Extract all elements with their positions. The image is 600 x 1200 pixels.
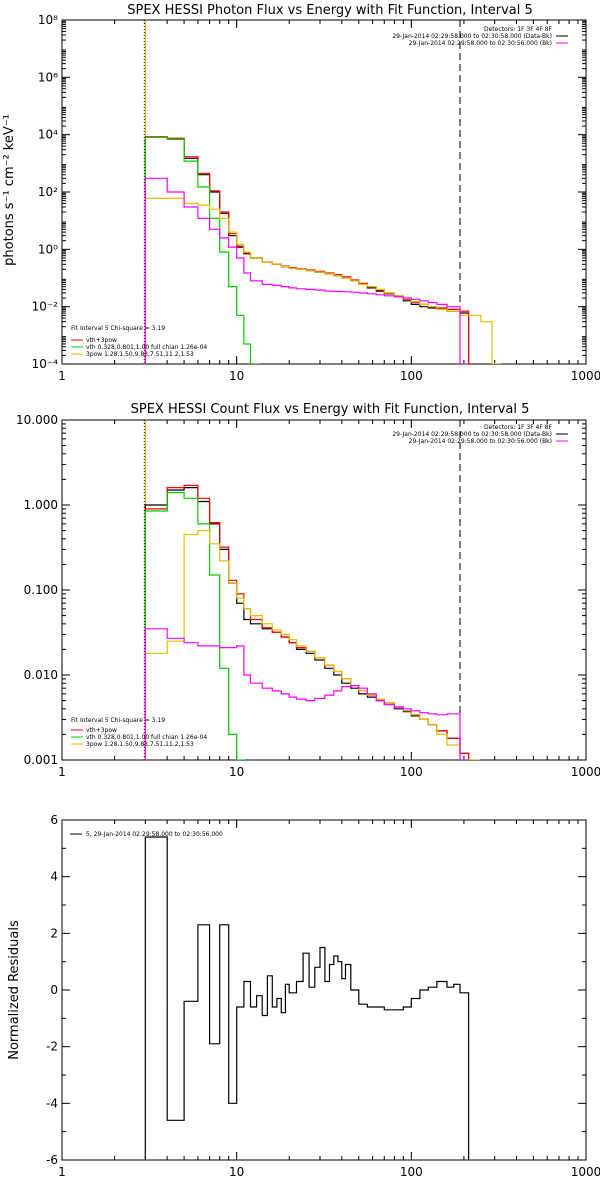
panel3-xtick-label: 1: [58, 1165, 66, 1179]
panel2-legend-bottom-0: Fit Interval 5 Chi-square = 3.19: [71, 717, 165, 724]
panel1-xtick-label: 10: [229, 369, 244, 383]
panel1-xtick-label: 1000: [571, 369, 600, 383]
panel1-legend-bottom-0: Fit Interval 5 Chi-square = 3.19: [71, 325, 165, 332]
panel1-ytick-label: 10⁶: [38, 70, 58, 84]
panel1-xtick-label: 1: [58, 369, 66, 383]
panel1-legend-top-2: 29-Jan-2014 02:29:58.000 to 02:30:56.000…: [409, 40, 552, 47]
panel3-frame: [61, 819, 587, 1161]
panel2-ytick-label: 0.010: [24, 668, 58, 682]
panel2-series-0: [144, 487, 470, 760]
panel3-xtick-label: 10: [229, 1165, 244, 1179]
panel1-ytick-label: 10⁴: [38, 128, 58, 142]
panel2-xtick-label: 1: [58, 765, 66, 779]
panel2-title: SPEX HESSI Count Flux vs Energy with Fit…: [131, 402, 530, 417]
panel2-ytick-label: 0.100: [24, 583, 58, 597]
panel1-legend-bottom-2: vth 0.328,0.801,1.00 full chian 1.26e-04: [86, 344, 207, 351]
panel1-series-4: [144, 177, 469, 364]
panel1-ytick-label: 10⁸: [38, 13, 58, 27]
panel3-xtick-label: 1000: [571, 1165, 600, 1179]
panel2-xtick-label: 10: [229, 765, 244, 779]
panel2-legend-top-1: 29-Jan-2014 02:29:58.000 to 02:30:58.000…: [392, 431, 552, 438]
panel2-legend-top-2: 29-Jan-2014 02:29:58.000 to 02:30:56.000…: [409, 438, 552, 445]
panel1-legend-top-1: 29-Jan-2014 02:29:58.000 to 02:30:58.000…: [392, 33, 552, 40]
panel1-plot: 1 10 100 1000 10⁻⁴ 10⁻² 10⁰ 10² 10⁴ 10⁶ 10⁸: [32, 13, 600, 383]
panel2-legend-bottom-2: vth 0.328,0.801,1.00 full chian 1.26e-04: [86, 734, 207, 741]
panel2-legend-top-0: Detectors: 1F 3F 4F 8F: [484, 424, 553, 431]
panel2-plot: 1 10 100 1000 0.001 0.010 0.100 1.000 10.000: [16, 413, 600, 779]
panel2-xtick-label: 100: [400, 765, 423, 779]
panel1-title: SPEX HESSI Photon Flux vs Energy with Fi…: [127, 3, 533, 18]
panel2-legend-bottom-1: vth+3pow: [86, 727, 117, 734]
panel2-xtick-label: 1000: [571, 765, 600, 779]
panel1-legend-bottom-3: 3pow 1.28,1.50,9.83,7.51,11.2,1.53: [86, 351, 194, 358]
panel1-legend-top-0: Detectors: 1F 3F 4F 8F: [484, 26, 553, 33]
panel1-ylabel: photons s⁻¹ cm⁻² keV⁻¹: [2, 114, 17, 266]
panel2-series-2: [144, 492, 246, 760]
panel3-ytick-label: 6: [50, 813, 58, 827]
panel3-ylabel: Normalized Residuals: [7, 920, 22, 1060]
panel2-frame: [61, 419, 587, 761]
panel3-legend-0: 5, 29-Jan-2014 02:29:58.000 to 02:30:56.…: [86, 831, 223, 838]
panel2-ytick-label: 1.000: [24, 498, 58, 512]
panel3-xtick-label: 100: [400, 1165, 423, 1179]
panel1-ytick-label: 10⁻²: [32, 300, 59, 314]
panel2-legend-bottom-3: 3pow 1.28,1.50,9.83,7.51,11.2,1.53: [86, 741, 194, 748]
panel3-ytick-label: -2: [46, 1040, 58, 1054]
panel2-series-3: [144, 530, 480, 760]
panel3-ytick-label: 0: [50, 983, 58, 997]
panel3-ytick-label: 2: [50, 926, 58, 940]
panel1-xtick-label: 100: [400, 369, 423, 383]
panel3-ytick-label: -6: [46, 1153, 58, 1167]
panel3-ytick-label: 4: [50, 870, 58, 884]
panel1-series-3: [144, 197, 501, 364]
panel2-ytick-label: 10.000: [16, 413, 58, 427]
panel1-ytick-label: 10⁰: [38, 242, 58, 256]
panel2-ytick-label: 0.001: [24, 753, 58, 767]
panel2-series-4: [144, 628, 469, 760]
panel1-series-0: [144, 136, 470, 364]
panel1-series-1: [144, 136, 470, 364]
panel1-ytick-label: 10²: [38, 185, 58, 199]
panel1-legend-bottom-1: vth+3pow: [86, 337, 117, 344]
panel3-plot: 1 10 100 1000 -6 -4 -2 0 2 4 6: [46, 813, 600, 1179]
panel3-ytick-label: -4: [46, 1096, 58, 1110]
panel3-series-0: [144, 836, 470, 1160]
panel1-ytick-label: 10⁻⁴: [32, 357, 59, 371]
panel1-frame: [61, 19, 587, 365]
